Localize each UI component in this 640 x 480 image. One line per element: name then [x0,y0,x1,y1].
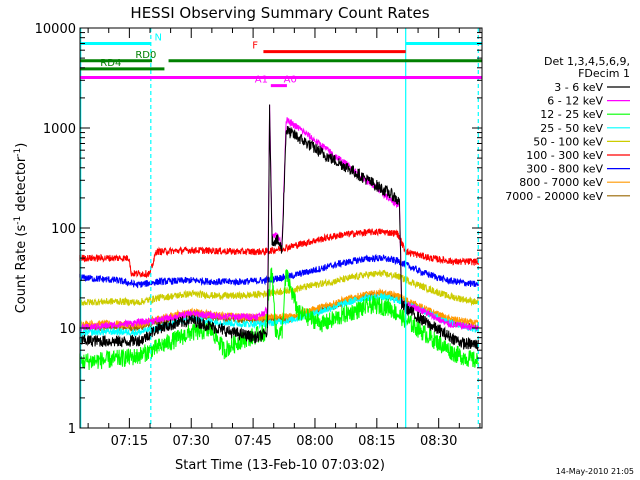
x-tick-label-1: 07:30 [172,434,209,449]
flag-label-0: N [154,32,161,43]
flag-label-6: A0 [284,75,297,86]
y-tick-label-3: 1000 [43,122,76,137]
legend-label-6: 300 - 800 keV [526,163,603,176]
legend-label-4: 50 - 100 keV [533,135,603,148]
legend-header-0: Det 1,3,4,5,6,9, [544,55,630,68]
y-label-part-1: Count Rate (s [14,225,29,314]
plot-background [80,28,482,428]
legend-label-5: 100 - 300 keV [526,149,603,162]
y-label-sup-2: -1 [13,148,23,157]
x-tick-label-3: 08:00 [296,434,333,449]
y-label-part-3: ) [14,143,29,148]
legend-label-7: 800 - 7000 keV [519,176,603,189]
x-tick-label-0: 07:15 [111,434,148,449]
y-label-part-2: detector [14,156,29,216]
plot-axes: 1 10 100 1000 10000 07:15 07:30 07:45 08:00 08:15… [35,22,483,449]
flag-label-2: RD0 [135,50,156,61]
series-line-3 [79,292,479,338]
y-label-sup-1: -1 [13,216,23,225]
x-tick-label-5: 08:30 [420,434,457,449]
series-line-5 [79,228,479,279]
legend-header-1: FDecim 1 [578,67,630,80]
series-line-4 [79,269,479,307]
legend-label-3: 25 - 50 keV [540,122,603,135]
plot-area [80,28,482,428]
footer-timestamp: 14-May-2010 21:05 [556,467,634,476]
y-tick-label-1: 10 [59,322,76,337]
x-tick-label-2: 07:45 [234,434,271,449]
legend-label-1: 6 - 12 keV [547,95,603,108]
legend-label-8: 7000 - 20000 keV [505,190,603,203]
x-axis-label: Start Time (13-Feb-10 07:03:02) [175,458,385,473]
y-tick-label-4: 10000 [35,22,76,37]
series-line-6 [79,253,479,289]
flag-label-3: RD4 [100,58,121,69]
y-tick-label-2: 100 [51,222,76,237]
series-line-0 [79,104,479,350]
series-line-2 [79,267,479,371]
legend-label-2: 12 - 25 keV [540,108,603,121]
flag-label-5: A1 [255,75,268,86]
chart-title: HESSI Observing Summary Count Rates [130,4,429,22]
series-lines [79,104,479,371]
flag-label-1: F [252,41,258,52]
y-tick-label-0: 1 [68,422,76,437]
y-axis-label: Count Rate (s-1 detector-1) [13,143,29,314]
legend-label-0: 3 - 6 keV [554,81,603,94]
x-tick-label-4: 08:15 [358,434,395,449]
